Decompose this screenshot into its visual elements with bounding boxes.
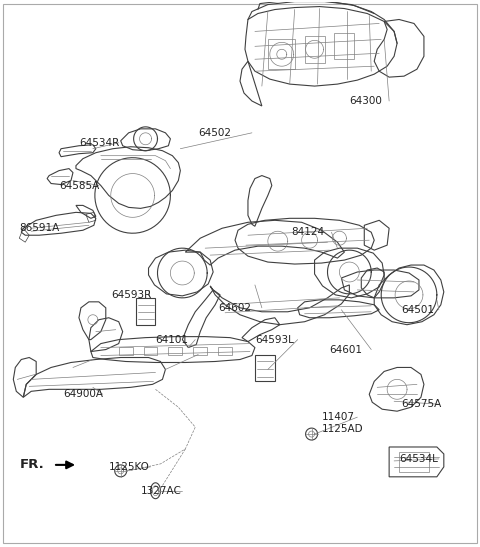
Text: 64601: 64601 xyxy=(329,345,362,354)
Text: FR.: FR. xyxy=(19,458,44,472)
Text: 86591A: 86591A xyxy=(19,223,60,233)
Text: 1125KO: 1125KO xyxy=(109,462,150,472)
Text: 64101: 64101 xyxy=(156,335,189,345)
Text: 64585A: 64585A xyxy=(59,181,99,190)
Text: 64501: 64501 xyxy=(401,305,434,315)
Text: 64593L: 64593L xyxy=(255,335,294,345)
Text: 64300: 64300 xyxy=(349,96,382,106)
Text: 1125AD: 1125AD xyxy=(322,424,363,434)
Text: 64602: 64602 xyxy=(218,303,251,313)
Text: 64534R: 64534R xyxy=(79,138,119,148)
Text: 64593R: 64593R xyxy=(111,290,151,300)
Text: 11407: 11407 xyxy=(322,412,355,422)
Text: 1327AC: 1327AC xyxy=(141,486,181,496)
Text: 84124: 84124 xyxy=(292,227,325,237)
Text: 64575A: 64575A xyxy=(401,399,441,409)
Text: 64502: 64502 xyxy=(198,128,231,138)
Text: 64900A: 64900A xyxy=(63,389,103,399)
Text: 64534L: 64534L xyxy=(399,454,438,464)
